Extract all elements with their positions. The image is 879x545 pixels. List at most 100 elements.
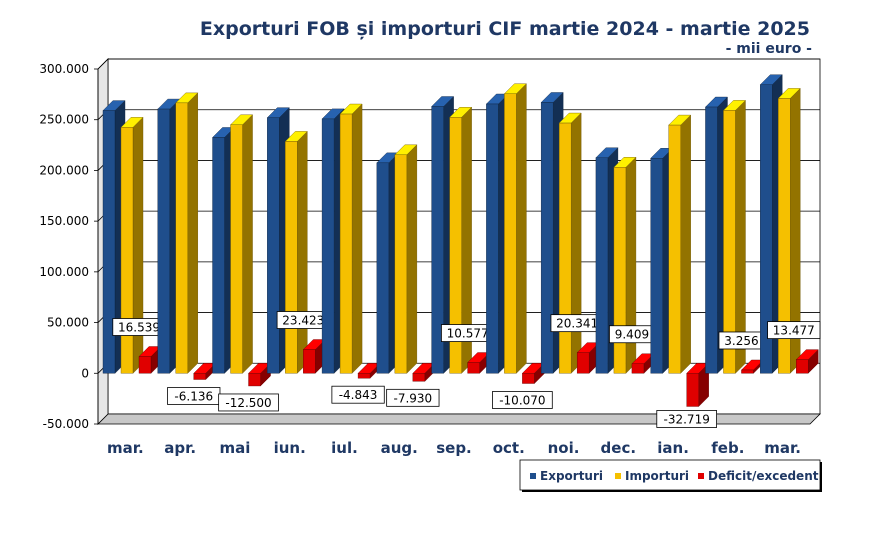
imports-bar (120, 116, 144, 374)
data-label-box (656, 410, 717, 428)
data-label-box (218, 393, 279, 412)
exports-bar-front (705, 106, 718, 374)
balance-bar-front (357, 373, 371, 379)
imports-bar (394, 144, 418, 374)
data-label-box (331, 385, 385, 404)
imports-bar (722, 99, 746, 374)
data-label: 10.577 (441, 324, 495, 342)
category-label: iun. (274, 439, 306, 457)
balance-bar-front (467, 362, 480, 374)
data-label-text: 10.577 (447, 327, 489, 341)
exports-bar-front (650, 158, 663, 374)
imports-bar-side (570, 112, 582, 374)
category-label: iul. (331, 439, 358, 457)
chart-title: Exporturi FOB și importuri CIF martie 20… (200, 18, 810, 40)
imports-bar-front (613, 167, 627, 374)
balance-bar-front (522, 373, 535, 384)
imports-bar-front (449, 117, 462, 374)
y-tick-label: 300.000 (39, 62, 89, 76)
imports-bar-front (230, 124, 243, 374)
legend: Exporturi Importuri Deficit/excedent (519, 459, 822, 492)
data-label-box (386, 388, 440, 407)
balance-bar-front (193, 373, 206, 380)
data-label: 3.256 (718, 331, 765, 350)
balance-bar (138, 346, 162, 374)
imports-bar-side (680, 114, 691, 374)
imports-bar-front (778, 98, 791, 374)
exports-bar-front (760, 84, 773, 374)
imports-bar (284, 130, 308, 374)
legend-label: Exporturi (540, 469, 603, 483)
data-label: -12.500 (218, 393, 279, 412)
category-label: mar. (764, 439, 801, 457)
legend-swatch (530, 473, 536, 479)
data-label-box (492, 391, 553, 409)
data-label: 20.341 (550, 314, 604, 333)
category-label: apr. (164, 439, 196, 457)
data-label-text: 9.409 (615, 328, 649, 342)
imports-bar-front (285, 141, 298, 374)
imports-bar-side (187, 92, 198, 374)
imports-bar-front (120, 127, 134, 374)
balance-bar-front (741, 369, 754, 374)
data-label-box (767, 321, 821, 340)
gridline (97, 58, 820, 70)
exports-bar-front (157, 108, 170, 374)
data-label: -32.719 (656, 410, 717, 428)
balance-bar-front (248, 373, 261, 387)
imports-bar-side (242, 114, 253, 374)
imports-bar (230, 114, 254, 374)
data-label: 16.539 (112, 318, 166, 336)
category-label: sep. (436, 439, 472, 457)
y-tick-label: 200.000 (39, 163, 89, 177)
legend-swatch (615, 473, 621, 479)
imports-bar-side (406, 144, 418, 374)
imports-bar (668, 114, 692, 374)
chart-subtitle: - mii euro - (726, 41, 813, 57)
balance-bar-front (138, 356, 152, 374)
exports-bar-front (321, 118, 335, 374)
data-label: -4.843 (331, 385, 385, 404)
imports-bar-front (668, 124, 681, 374)
exports-bar-front (486, 103, 499, 374)
imports-bar (613, 156, 637, 374)
data-label: -10.070 (492, 391, 553, 409)
balance-bar-front (796, 359, 809, 374)
y-tick-label: -50.000 (43, 417, 89, 431)
exports-bar-front (431, 106, 444, 374)
category-label: oct. (493, 439, 525, 457)
category-label: dec. (601, 439, 637, 457)
data-label: -6.136 (167, 387, 221, 405)
data-label-text: -7.930 (394, 391, 433, 405)
y-tick-label: 0 (81, 366, 89, 380)
imports-bar (175, 92, 199, 374)
legend-label: Importuri (625, 469, 689, 483)
balance-bar-front (412, 373, 426, 382)
data-label: 23.423 (276, 311, 330, 329)
imports-bar-front (723, 110, 736, 374)
exports-bar-front (267, 117, 280, 374)
category-label: mar. (107, 439, 144, 457)
y-tick-label: 150.000 (39, 214, 89, 228)
legend-swatch (698, 473, 704, 479)
data-label-text: -12.500 (225, 396, 271, 410)
data-label-text: -4.843 (339, 388, 378, 402)
imports-bar-front (504, 93, 517, 374)
data-label-text: 20.341 (556, 317, 598, 331)
balance-bar-front (303, 349, 316, 374)
balance-bar (795, 349, 819, 374)
data-label: 13.477 (767, 321, 821, 340)
data-label: 9.409 (609, 325, 655, 344)
y-tick-label: 50.000 (47, 316, 89, 330)
category-label: mai (219, 439, 250, 457)
y-tick-label: 250.000 (39, 113, 89, 127)
imports-bar-side (351, 103, 363, 374)
balance-bar-front (631, 363, 645, 374)
category-label: feb. (711, 439, 744, 457)
imports-bar (503, 83, 527, 374)
exports-bar-front (540, 102, 554, 374)
imports-bar-side (297, 130, 308, 374)
imports-bar-front (339, 113, 353, 374)
plot-area: 300.000 250.000 200.000 150.000 100.000 50.00… (39, 58, 821, 457)
